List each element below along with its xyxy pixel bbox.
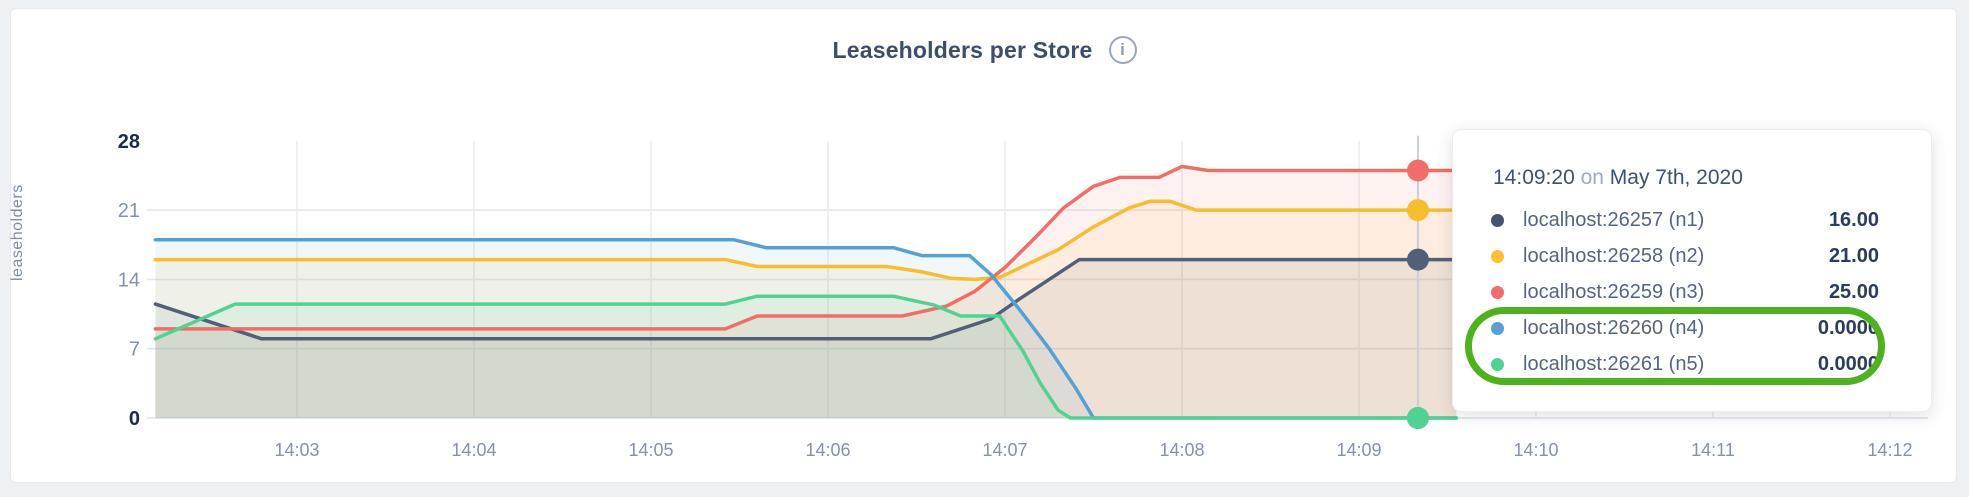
series-area-n4	[155, 239, 1457, 418]
tooltip-date: May 7th, 2020	[1609, 166, 1743, 189]
x-tick-label: 14:12	[1867, 440, 1912, 460]
chart-tooltip: 14:09:20 on May 7th, 2020 localhost:2625…	[1452, 129, 1932, 412]
series-line-n1	[153, 257, 1459, 341]
tooltip-on: on	[1580, 166, 1604, 189]
series-line-n4	[153, 238, 1459, 420]
x-tick-label: 14:07	[982, 440, 1027, 460]
tooltip-series-row: localhost:26259 (n3) 25.00	[1491, 274, 1879, 310]
series-area-n3	[155, 166, 1457, 418]
tooltip-series-row: localhost:26260 (n4) 0.0000	[1491, 310, 1879, 346]
info-icon[interactable]: i	[1108, 36, 1137, 64]
tooltip-series-row: localhost:26261 (n5) 0.0000	[1491, 346, 1879, 382]
series-line-n5	[153, 294, 1459, 420]
series-color-dot	[1491, 249, 1504, 263]
y-tick-label: 0	[129, 408, 140, 430]
tooltip-rows: localhost:26257 (n1) 16.00 localhost:26258…	[1491, 202, 1879, 382]
series-color-dot	[1491, 321, 1504, 335]
x-tick-label: 14:04	[451, 440, 496, 460]
series-value: 25.00	[1828, 280, 1879, 303]
chart-title: Leaseholders per Store	[832, 36, 1093, 63]
series-line-n3	[153, 164, 1459, 331]
x-tick-label: 14:03	[274, 440, 319, 460]
series-color-dot	[1491, 357, 1504, 371]
tooltip-series-row: localhost:26258 (n2) 21.00	[1491, 238, 1879, 274]
series-label: localhost:26257 (n1)	[1523, 208, 1705, 231]
y-tick-label: 14	[118, 269, 140, 291]
crosshair-dot-n2	[1406, 199, 1429, 222]
series-color-dot	[1491, 213, 1504, 227]
y-tick-label: 7	[129, 339, 140, 361]
x-tick-label: 14:11	[1691, 440, 1735, 460]
series-value: 0.0000	[1817, 316, 1879, 339]
series-area-n5	[155, 296, 1457, 418]
series-label: localhost:26260 (n4)	[1523, 316, 1705, 339]
x-tick-label: 14:09	[1336, 440, 1381, 460]
x-tick-label: 14:05	[628, 440, 673, 460]
x-tick-label: 14:08	[1159, 440, 1204, 460]
series-value: 16.00	[1828, 208, 1879, 231]
tooltip-timestamp: 14:09:20 on May 7th, 2020	[1493, 166, 1879, 190]
series-value: 0.0000	[1817, 352, 1879, 375]
crosshair-dot-n3	[1406, 159, 1429, 182]
series-label: localhost:26261 (n5)	[1523, 352, 1705, 375]
crosshair-dot-n1	[1406, 248, 1429, 271]
series-color-dot	[1491, 285, 1504, 299]
tooltip-series-row: localhost:26257 (n1) 16.00	[1491, 202, 1879, 238]
y-tick-label: 28	[118, 131, 140, 153]
chart-header: Leaseholders per Store i	[0, 36, 1969, 64]
series-label: localhost:26258 (n2)	[1523, 244, 1705, 267]
series-area-n2	[155, 201, 1457, 418]
y-tick-label: 21	[118, 200, 140, 222]
series-line-n2	[153, 199, 1459, 282]
x-tick-label: 14:06	[805, 440, 850, 460]
crosshair-dot-n5	[1406, 407, 1429, 429]
series-value: 21.00	[1828, 244, 1879, 267]
series-label: localhost:26259 (n3)	[1523, 280, 1705, 303]
tooltip-time: 14:09:20	[1493, 166, 1575, 189]
x-tick-label: 14:10	[1513, 440, 1558, 460]
